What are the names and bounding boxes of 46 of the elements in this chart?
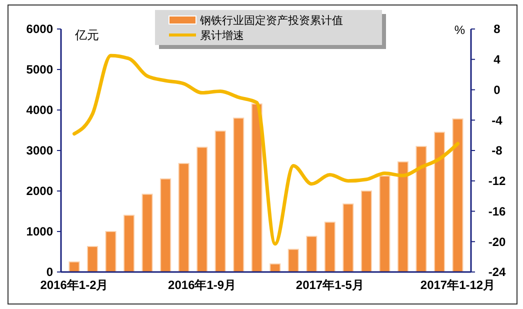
bar: [105, 231, 116, 272]
bar: [360, 190, 372, 272]
y2-tick-label: 4: [494, 52, 501, 67]
bar: [86, 246, 98, 272]
bar: [251, 103, 262, 272]
bar: [452, 118, 464, 272]
bar: [178, 162, 190, 272]
y2-tick-label: -4: [492, 113, 503, 128]
y-tick-label: 6000: [26, 22, 54, 36]
line-series: [72, 54, 460, 246]
bar: [142, 194, 153, 272]
y-tick-label: 3000: [26, 144, 54, 158]
y2-tick-label: 0: [494, 82, 501, 97]
legend-label: 累计增速: [200, 28, 244, 42]
y2-tick-label: 8: [494, 22, 501, 36]
x-tick-label: 2017年1-5月: [296, 278, 364, 292]
y-tick-label: 4000: [26, 103, 54, 118]
y-axis-title: 亿元: [74, 28, 99, 42]
bar: [416, 146, 427, 272]
x-tick-label: 2016年1-2月: [40, 278, 108, 292]
bar: [68, 261, 80, 272]
legend-label: 钢铁行业固定资产投资累计值: [199, 14, 343, 27]
y-tick-label: 5000: [26, 62, 54, 77]
x-tick-label: 2017年1-12月: [420, 278, 496, 292]
bar: [196, 146, 208, 272]
bar: [233, 118, 244, 272]
bar: [434, 132, 446, 272]
y2-tick-label: -24: [488, 265, 506, 280]
bar: [342, 203, 354, 272]
y2-tick-label: -8: [492, 144, 503, 158]
y2-tick-label: -20: [488, 234, 506, 249]
bar: [324, 222, 336, 272]
y2-axis-title: %: [454, 23, 466, 37]
bar: [306, 236, 318, 272]
bar: [214, 130, 226, 272]
bar: [160, 178, 172, 272]
y-tick-label: 2000: [26, 184, 54, 198]
bar: [397, 161, 408, 272]
y2-tick-label: -16: [488, 204, 506, 218]
bar: [124, 214, 135, 272]
y2-tick-label: -12: [488, 174, 506, 188]
bar: [379, 176, 390, 272]
bar: [288, 248, 299, 272]
x-tick-label: 2016年1-9月: [168, 278, 236, 292]
y-tick-label: 1000: [26, 224, 54, 239]
y-tick-label: 0: [46, 265, 54, 280]
